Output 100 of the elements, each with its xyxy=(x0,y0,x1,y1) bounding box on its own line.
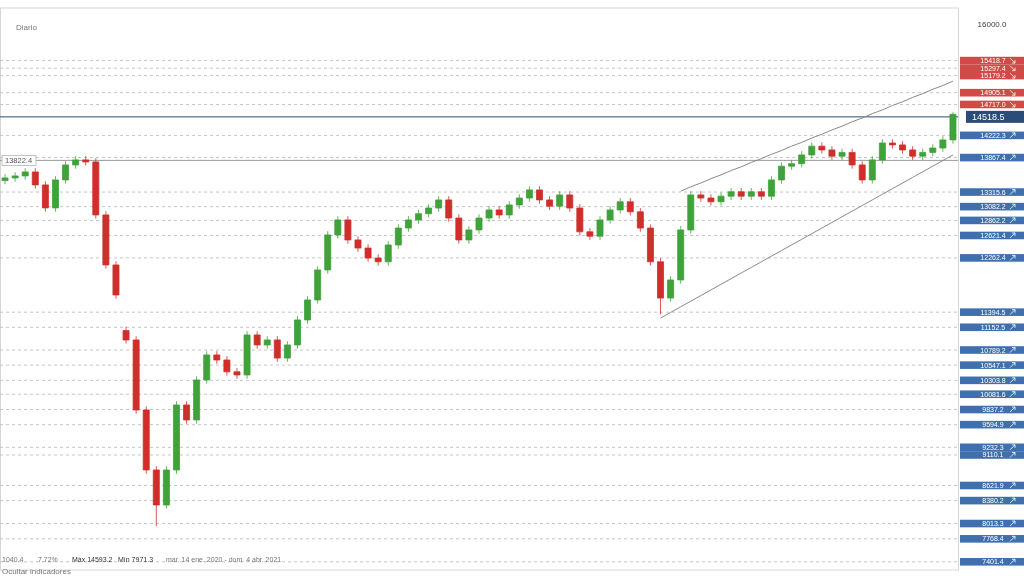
candlestick xyxy=(788,159,796,171)
text: 16000.0 xyxy=(977,20,1008,29)
candlestick xyxy=(263,335,271,350)
candlestick xyxy=(374,253,382,266)
candlestick xyxy=(253,330,261,350)
candlestick xyxy=(415,209,422,225)
candlestick xyxy=(102,210,110,270)
candlestick xyxy=(899,140,906,155)
candlestick xyxy=(21,167,29,181)
candlestick xyxy=(939,135,947,153)
candlestick xyxy=(576,203,584,236)
candlestick xyxy=(768,175,775,201)
candlestick xyxy=(193,375,201,425)
line-series xyxy=(680,80,954,192)
candlestick xyxy=(294,315,301,350)
candlestick xyxy=(465,225,473,245)
candlestick xyxy=(62,160,69,185)
candlestick xyxy=(52,175,59,213)
candlestick xyxy=(677,225,685,285)
candlestick xyxy=(475,213,483,235)
candlestick xyxy=(606,205,614,225)
candlestick xyxy=(505,200,513,220)
candlestick xyxy=(354,235,362,253)
candlestick xyxy=(384,240,392,266)
candlestick xyxy=(586,227,594,241)
candlestick xyxy=(889,138,896,150)
candlestick xyxy=(183,400,190,425)
candlestick xyxy=(737,187,745,201)
candlestick xyxy=(11,171,19,183)
candlestick xyxy=(283,340,291,363)
candlestick xyxy=(626,197,634,216)
candlestick xyxy=(122,326,130,345)
candlestick xyxy=(536,185,543,205)
candlestick xyxy=(949,111,957,145)
candlestick xyxy=(435,195,443,213)
candlestick xyxy=(233,367,241,380)
candlestick xyxy=(112,260,120,300)
candlestick xyxy=(314,265,322,305)
candlestick xyxy=(757,187,765,201)
candlestick xyxy=(213,350,221,365)
candlestick xyxy=(1,173,9,185)
candlestick xyxy=(82,155,90,167)
candlestick xyxy=(838,148,846,161)
candlestick xyxy=(909,145,917,161)
candlestick xyxy=(657,257,664,315)
line-series xyxy=(660,154,954,319)
candlestick xyxy=(566,190,574,213)
candlestick xyxy=(667,275,675,303)
candlestick xyxy=(808,142,816,160)
candlestick xyxy=(636,207,644,233)
candlestick xyxy=(92,157,100,220)
candlestick xyxy=(445,195,453,223)
candlestick xyxy=(868,155,876,185)
candlestick xyxy=(273,335,281,363)
candlestick xyxy=(919,148,927,161)
candlestick xyxy=(515,193,523,210)
candlestick xyxy=(394,223,402,250)
candlestick xyxy=(425,203,432,218)
candlestick xyxy=(858,160,866,185)
candlestick xyxy=(324,230,332,275)
candlestick xyxy=(495,205,503,220)
annotation: Diario xyxy=(16,23,38,32)
candlestick xyxy=(697,190,705,203)
candlestick xyxy=(818,142,826,155)
annotation: Ocultar indicadores xyxy=(2,567,71,576)
candlestick xyxy=(31,167,39,190)
candlestick xyxy=(616,197,624,215)
candlestick xyxy=(243,330,251,380)
candlestick xyxy=(334,215,342,240)
candlestick xyxy=(162,465,170,510)
candlestick xyxy=(727,187,735,201)
candlestick xyxy=(364,243,372,263)
candlestick xyxy=(848,148,856,170)
candlestick xyxy=(142,405,150,475)
candlestick xyxy=(72,155,80,170)
candlestick xyxy=(485,205,493,223)
candlestick xyxy=(828,145,836,161)
candlestick xyxy=(556,190,564,211)
candlestick xyxy=(778,162,785,185)
candlestick xyxy=(717,192,725,206)
candlestick xyxy=(929,143,937,157)
candlestick xyxy=(132,335,140,415)
candlestick xyxy=(747,187,755,201)
candlestick xyxy=(707,193,715,206)
candlestick xyxy=(173,400,180,475)
candlestick xyxy=(304,295,311,325)
candlestick xyxy=(798,150,806,168)
candlestick xyxy=(878,138,886,165)
ref-line-label: 14518.5 xyxy=(972,112,1005,123)
candlestick xyxy=(203,350,211,385)
candlestick xyxy=(344,215,352,245)
candlestick xyxy=(152,465,160,527)
candlestick xyxy=(596,215,604,241)
candlestick xyxy=(223,355,231,376)
candlestick xyxy=(41,180,49,213)
candlestick xyxy=(687,190,695,235)
candlestick xyxy=(647,223,654,266)
candlestick xyxy=(404,215,412,233)
candlestick xyxy=(455,213,463,245)
candlestick xyxy=(546,195,554,211)
